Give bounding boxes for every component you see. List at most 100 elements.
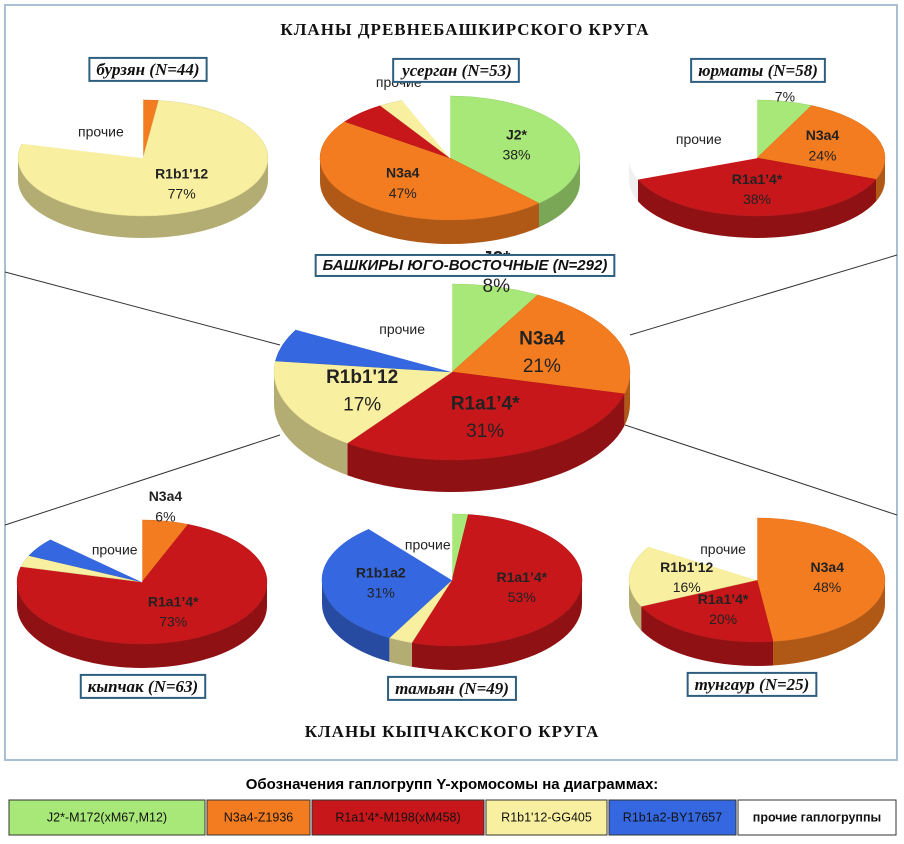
slice-side	[322, 580, 390, 662]
value-label: 8%	[483, 276, 511, 297]
slice-label: прочие	[700, 541, 746, 557]
slice-label: прочие	[405, 537, 451, 553]
title-box	[314, 253, 616, 277]
slice-label: N3a4	[811, 559, 845, 575]
slice	[50, 519, 143, 583]
legend-label: R1b1'12-GG405	[501, 810, 592, 824]
slice	[319, 121, 540, 221]
slice	[756, 517, 886, 642]
title-box	[88, 56, 208, 82]
legend-label: J2*-M172(xM67,M12)	[47, 810, 167, 824]
connector	[629, 254, 898, 336]
slice	[368, 513, 453, 581]
value-label: 16%	[673, 579, 701, 595]
slice-label: R1a1’4*	[148, 593, 199, 609]
legend-swatch	[485, 799, 608, 836]
slice	[628, 99, 758, 180]
title-box	[392, 57, 520, 83]
legend-label: прочие гаплогруппы	[753, 810, 881, 824]
slice-side	[17, 582, 267, 668]
value-label: 48%	[813, 579, 841, 595]
slice	[648, 517, 758, 581]
slice	[321, 528, 453, 639]
connector	[4, 434, 281, 526]
slice-label: прочие	[676, 131, 722, 147]
slice-label: прочие	[92, 541, 138, 557]
slice-side	[773, 580, 885, 666]
frame	[4, 4, 898, 761]
pie-title: кыпчак (N=63)	[88, 677, 198, 696]
slice-side	[320, 158, 539, 245]
pie-title: БАШКИРЫ ЮГО-ВОСТОЧНЫЕ (N=292)	[323, 257, 608, 274]
slice-side	[624, 372, 630, 426]
slice	[628, 546, 758, 607]
slice-label: N3a4	[519, 328, 565, 349]
title-box	[387, 675, 517, 701]
value-label: 17%	[343, 394, 381, 415]
pie-title: тунгаур (N=25)	[695, 675, 810, 694]
slice-label: N3a4	[806, 127, 840, 143]
slice-side	[641, 606, 774, 666]
slice-label: прочие	[78, 123, 124, 139]
slice-side	[629, 580, 642, 631]
slice-label: J2*	[506, 126, 528, 142]
value-label: 21%	[523, 356, 561, 377]
slice	[295, 283, 453, 373]
slice	[451, 283, 539, 373]
value-label: 53%	[508, 589, 536, 605]
slice-label: N3a4	[386, 164, 420, 180]
value-label: 6%	[155, 508, 175, 524]
slice	[411, 514, 583, 647]
slice-label: R1a1’4*	[451, 393, 520, 414]
legend-label: N3a4-Z1936	[224, 810, 294, 824]
slice	[756, 105, 886, 180]
slice-side	[538, 158, 580, 228]
slice	[16, 524, 268, 645]
slice	[21, 99, 144, 159]
slice-label: R1b1'12	[660, 559, 713, 575]
value-label: 24%	[808, 147, 836, 163]
slice	[640, 579, 774, 643]
slice	[637, 157, 877, 217]
legend-swatch	[737, 799, 897, 836]
slice	[449, 95, 581, 204]
slice-side	[347, 393, 625, 492]
slice	[401, 95, 451, 159]
value-label: 47%	[389, 185, 417, 201]
title-box	[686, 671, 818, 697]
slice-side	[18, 158, 268, 238]
legend-swatch	[311, 799, 485, 836]
legend-swatch	[608, 799, 737, 836]
value-label: 7%	[775, 89, 795, 105]
connector	[4, 271, 281, 346]
slice	[346, 371, 625, 461]
slice-label: R1b1'12	[326, 367, 398, 388]
value-label: 31%	[367, 585, 395, 601]
slice-label: R1b1'12	[155, 165, 208, 181]
value-label: 38%	[502, 147, 530, 163]
slice-label: R1a1’4*	[496, 569, 547, 585]
legend-swatch	[8, 799, 206, 836]
value-label: 38%	[743, 191, 771, 207]
section-title: КЛАНЫ ДРЕВНЕБАШКИРСКОГО КРУГА	[280, 20, 649, 39]
value-label: 31%	[466, 421, 504, 442]
legend-label: R1b1a2-BY17657	[623, 810, 722, 824]
slice-side	[637, 179, 877, 239]
value-label: 77%	[168, 186, 196, 202]
legend-label: R1a1'4*-M198(xM458)	[335, 810, 460, 824]
title-box	[690, 57, 826, 83]
pie-title: усерган (N=53)	[400, 61, 512, 80]
slice-side	[411, 580, 582, 670]
value-label: 73%	[159, 614, 187, 630]
pie-title: юрматы (N=58)	[698, 61, 818, 80]
slice-label: прочие	[379, 321, 425, 337]
pie-title: бурзян (N=44)	[96, 60, 199, 79]
legend-title: Обозначения гаплогрупп Y-хромосомы на ди…	[246, 776, 659, 793]
connector	[624, 424, 898, 516]
slice	[273, 360, 453, 444]
pie-title: тамьян (N=49)	[395, 679, 509, 698]
slice-side	[274, 372, 348, 476]
slice-label: N3a4	[149, 488, 183, 504]
slice	[451, 294, 631, 395]
legend-swatch	[206, 799, 311, 836]
